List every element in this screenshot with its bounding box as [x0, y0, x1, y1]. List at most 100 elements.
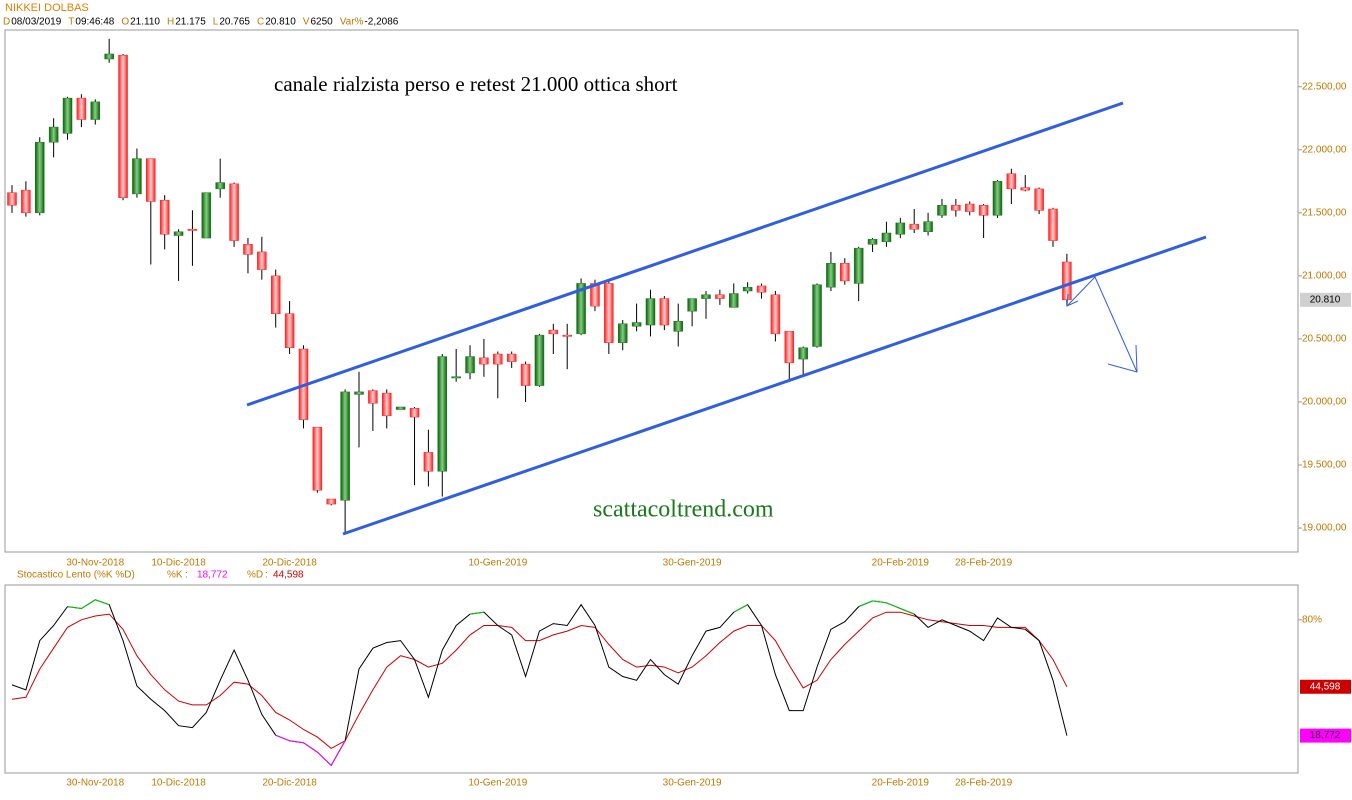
- candle-body: [35, 141, 45, 214]
- stoch-zone-segment: [67, 606, 82, 609]
- info-value: 21.175: [175, 17, 206, 28]
- y-tick-label: 21.500,00: [1302, 207, 1347, 218]
- candle-body: [479, 357, 489, 365]
- info-key: L: [213, 17, 219, 28]
- candle-body: [742, 286, 753, 292]
- y-tick-label: 19.500,00: [1302, 460, 1347, 471]
- stoch-zone-segment: [303, 742, 318, 753]
- candle-body: [7, 192, 17, 206]
- candle-body: [576, 283, 586, 335]
- x-tick-label: 30-Nov-2018: [66, 778, 124, 789]
- candle-body: [853, 247, 864, 284]
- candle-body: [978, 205, 989, 216]
- candle-body: [812, 284, 822, 347]
- candle-body: [895, 222, 906, 235]
- stoch-zone-segment: [330, 740, 346, 766]
- legend-k-name: %K: [167, 570, 183, 581]
- candle-body: [159, 199, 170, 235]
- candle-body: [562, 334, 572, 337]
- channel-upper: [246, 101, 1124, 407]
- candle-body: [756, 285, 767, 293]
- candle-body: [382, 392, 392, 417]
- candle-body: [715, 294, 725, 299]
- candle-body: [673, 321, 683, 332]
- candle-body: [548, 329, 559, 335]
- y-tick-label: 22.500,00: [1302, 81, 1347, 92]
- candle-body: [312, 426, 323, 491]
- candle-body: [798, 347, 808, 360]
- candle-body: [326, 498, 336, 505]
- candle-body: [617, 323, 628, 343]
- stoch-panel: [4, 584, 1299, 774]
- legend-d-value: 44,598: [273, 570, 304, 581]
- legend-sep: :: [265, 570, 268, 581]
- last-value-label: 18,772: [1310, 730, 1341, 741]
- candle-body: [1006, 173, 1017, 190]
- info-key: Var%: [340, 17, 364, 28]
- info-value: 08/03/2019: [11, 17, 61, 28]
- info-value: 21.110: [130, 17, 160, 28]
- x-tick-label: 20-Dic-2018: [262, 558, 317, 569]
- x-tick-label: 30-Nov-2018: [66, 558, 124, 569]
- candle-body: [146, 158, 156, 202]
- stoch-zone-segment: [469, 611, 484, 615]
- y-tick-label: 80%: [1302, 614, 1322, 625]
- candle-body: [1020, 187, 1030, 191]
- stoch-zone-segment: [81, 599, 96, 609]
- candle-body: [590, 283, 600, 307]
- candle-body: [173, 231, 184, 236]
- candle-body: [631, 322, 642, 327]
- last-value-box: [1300, 728, 1351, 743]
- candle-body: [243, 244, 253, 255]
- x-tick-label: 10-Dic-2018: [151, 778, 206, 789]
- stoch-zone-segment: [900, 607, 915, 615]
- candle-body: [437, 356, 448, 472]
- candle-body: [1062, 261, 1072, 301]
- x-tick-label: 28-Feb-2019: [955, 778, 1013, 789]
- candle-body: [840, 263, 850, 282]
- last-price-label: 20.810: [1310, 294, 1341, 305]
- candle-body: [187, 228, 198, 231]
- candle-body: [493, 353, 503, 365]
- info-value: 20.765: [219, 17, 250, 28]
- x-tick-label: 10-Dic-2018: [151, 558, 206, 569]
- x-tick-label: 10-Gen-2019: [468, 778, 527, 789]
- last-value-box: [1300, 679, 1351, 694]
- candle-body: [215, 182, 225, 190]
- info-value: 6250: [310, 17, 333, 28]
- candle-body: [687, 298, 697, 312]
- info-key: C: [257, 17, 264, 28]
- candle-body: [132, 158, 142, 195]
- x-tick-label: 20-Feb-2019: [872, 558, 930, 569]
- x-tick-label: 20-Feb-2019: [872, 778, 930, 789]
- stoch-zone-segment: [317, 751, 332, 766]
- x-tick-label: 28-Feb-2019: [955, 558, 1013, 569]
- candle-body: [645, 298, 656, 326]
- info-key: D: [3, 17, 10, 28]
- candle-body: [923, 221, 933, 232]
- stoch-line: [11, 611, 1068, 750]
- candle-body: [881, 232, 892, 243]
- x-tick-label: 30-Gen-2019: [663, 778, 722, 789]
- candle-body: [409, 408, 420, 418]
- candle-body: [701, 294, 711, 299]
- y-tick-label: 20.000,00: [1302, 397, 1347, 408]
- info-value: 20.810: [265, 17, 296, 28]
- info-value: -2,2086: [364, 17, 398, 28]
- candle-body: [118, 54, 128, 198]
- candle-body: [770, 294, 781, 335]
- candle-body: [368, 390, 378, 404]
- candle-body: [520, 363, 531, 386]
- candle-body: [229, 183, 239, 241]
- stoch-zone-segment: [886, 602, 901, 609]
- candle-body: [270, 275, 281, 314]
- candle-body: [354, 391, 364, 395]
- info-key: T: [68, 17, 74, 28]
- legend-sep: :: [185, 570, 188, 581]
- stoch-zone-segment: [275, 734, 290, 742]
- candle-body: [76, 97, 87, 120]
- annotation: canale rialzista perso e retest 21.000 o…: [274, 72, 678, 96]
- arrow-tail: [1066, 293, 1079, 307]
